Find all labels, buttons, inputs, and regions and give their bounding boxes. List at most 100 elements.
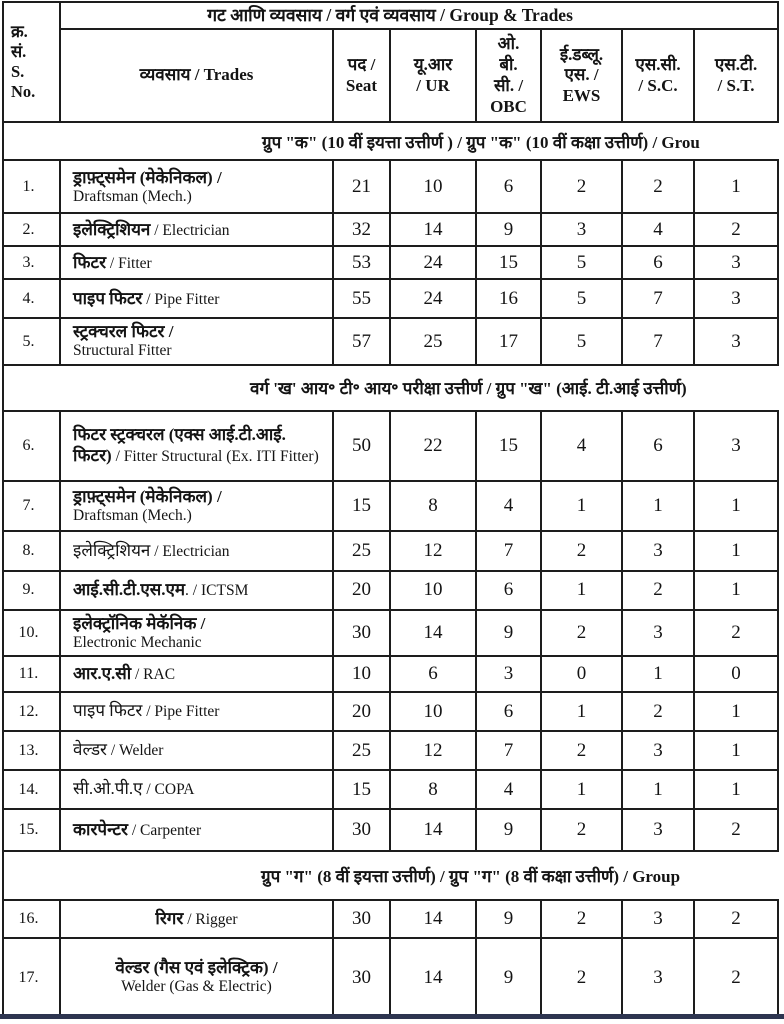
table-row: 13. वेल्डर / Welder 25 12 7 2 3 1 bbox=[2, 730, 780, 771]
seat-column-header: पद / Seat bbox=[332, 28, 391, 124]
trade-english: / Fitter bbox=[109, 254, 152, 272]
st-count: 1 bbox=[692, 569, 780, 611]
seat-count: 15 bbox=[332, 479, 391, 532]
ur-count: 14 bbox=[389, 608, 477, 658]
trade-name: कारपेन्टर / Carpenter bbox=[59, 808, 334, 852]
sc-count: 2 bbox=[621, 159, 695, 215]
ur-count: 24 bbox=[389, 245, 477, 281]
trade-hindi: फिटर स्ट्रक्चरल (एक्स आई.टी.आई. फिटर) bbox=[73, 425, 286, 465]
obc-column-header: ओ. बी. सी. / OBC bbox=[475, 28, 542, 124]
seat-count: 25 bbox=[332, 529, 391, 572]
serial-number: 8. bbox=[2, 529, 61, 572]
trade-name: वेल्डर / Welder bbox=[59, 730, 334, 771]
ur-count: 6 bbox=[389, 655, 477, 693]
seat-count: 30 bbox=[332, 937, 391, 1018]
trade-name: आर.ए.सी / RAC bbox=[59, 655, 334, 693]
obc-count: 9 bbox=[475, 937, 542, 1018]
trade-english: / COPA bbox=[146, 781, 195, 799]
ur-count: 10 bbox=[389, 691, 477, 732]
obc-count: 9 bbox=[475, 899, 542, 939]
table-row: 3. फिटर / Fitter 53 24 15 5 6 3 bbox=[2, 245, 780, 281]
trade-name: सी.ओ.पी.ए / COPA bbox=[59, 769, 334, 810]
trade-name: ड्राफ़्ट्समेन (मेकेनिकल) / Draftsman (Mec… bbox=[59, 159, 334, 215]
st-count: 1 bbox=[692, 769, 780, 810]
sc-count: 2 bbox=[621, 691, 695, 732]
serial-number: 14. bbox=[2, 769, 61, 810]
st-column-header: एस.टी. / S.T. bbox=[692, 28, 780, 124]
seat-count: 15 bbox=[332, 769, 391, 810]
trade-english: Draftsman (Mech.) bbox=[73, 187, 192, 205]
serial-number-header: क्र. सं. S. No. bbox=[2, 0, 61, 124]
trade-english: Electronic Mechanic bbox=[73, 633, 202, 651]
st-count: 2 bbox=[692, 608, 780, 658]
section-title-text: वर्ग 'ख' आय॰ टी॰ आय॰ परीक्षा उत्तीर्ण / … bbox=[250, 379, 687, 399]
ews-column-header: ई.डब्लू. एस. / EWS bbox=[540, 28, 623, 124]
sc-count: 7 bbox=[621, 278, 695, 320]
trade-name: वेल्डर (गैस एवं इलेक्ट्रिक) / Welder (Gas… bbox=[59, 937, 334, 1018]
table-row: 4. पाइप फिटर / Pipe Fitter 55 24 16 5 7 … bbox=[2, 278, 780, 320]
ews-count: 1 bbox=[540, 569, 623, 611]
trade-english: Welder (Gas & Electric) bbox=[121, 978, 272, 996]
seat-count: 10 bbox=[332, 655, 391, 693]
trade-english: / Rigger bbox=[187, 910, 238, 928]
trade-name: फिटर / Fitter bbox=[59, 245, 334, 281]
st-count: 2 bbox=[692, 899, 780, 939]
ews-count: 2 bbox=[540, 529, 623, 572]
trade-hindi: वेल्डर (गैस एवं इलेक्ट्रिक) / bbox=[115, 958, 278, 978]
seat-count: 32 bbox=[332, 212, 391, 248]
st-count: 0 bbox=[692, 655, 780, 693]
sc-count: 3 bbox=[621, 730, 695, 771]
serial-number: 11. bbox=[2, 655, 61, 693]
serial-number: 13. bbox=[2, 730, 61, 771]
ews-count: 3 bbox=[540, 212, 623, 248]
table-row: 14. सी.ओ.पी.ए / COPA 15 8 4 1 1 1 bbox=[2, 769, 780, 810]
ur-count: 12 bbox=[389, 730, 477, 771]
group-trades-header: गट आणि व्यवसाय / वर्ग एवं व्यवसाय / Grou… bbox=[58, 0, 780, 31]
trade-hindi: स्ट्रक्चरल फिटर / bbox=[73, 322, 174, 342]
seat-count: 20 bbox=[332, 691, 391, 732]
trade-name: इलेक्ट्रिशियन / Electrician bbox=[59, 212, 334, 248]
sc-count: 4 bbox=[621, 212, 695, 248]
table-row: 17. वेल्डर (गैस एवं इलेक्ट्रिक) / Welder … bbox=[2, 937, 780, 1018]
table-row: 2. इलेक्ट्रिशियन / Electrician 32 14 9 3… bbox=[2, 212, 780, 248]
trade-hindi: फिटर bbox=[73, 252, 107, 272]
ur-count: 14 bbox=[389, 899, 477, 939]
trade-hindi: ड्राफ़्ट्समेन (मेकेनिकल) / bbox=[73, 167, 222, 187]
trade-english: / Pipe Fitter bbox=[146, 290, 220, 308]
ur-count: 14 bbox=[389, 212, 477, 248]
trade-hindi: सी.ओ.पी.ए bbox=[73, 779, 143, 799]
serial-number: 7. bbox=[2, 479, 61, 532]
trade-hindi: कारपेन्टर bbox=[73, 819, 128, 839]
section-title-text: ग्रुप "क" (10 वीं इयत्ता उत्तीर्ण ) / ग्… bbox=[262, 132, 700, 152]
ur-count: 24 bbox=[389, 278, 477, 320]
obc-count: 3 bbox=[475, 655, 542, 693]
obc-count: 15 bbox=[475, 245, 542, 281]
sc-count: 3 bbox=[621, 937, 695, 1018]
table-row: 16. रिगर / Rigger 30 14 9 2 3 2 bbox=[2, 899, 780, 939]
trade-hindi: इलेक्ट्रिशियन bbox=[73, 540, 151, 560]
ur-count: 8 bbox=[389, 769, 477, 810]
section-title-text: ग्रुप "ग" (8 वीं इयत्ता उत्तीर्ण) / ग्रु… bbox=[261, 867, 681, 886]
table-row: 11. आर.ए.सी / RAC 10 6 3 0 1 0 bbox=[2, 655, 780, 693]
obc-count: 4 bbox=[475, 769, 542, 810]
seat-count: 57 bbox=[332, 317, 391, 366]
ews-count: 4 bbox=[540, 409, 623, 482]
serial-number: 1. bbox=[2, 159, 61, 215]
serial-number: 2. bbox=[2, 212, 61, 248]
trade-hindi: इलेक्ट्रॉनिक मेकॅनिक / bbox=[73, 613, 206, 633]
st-count: 2 bbox=[692, 212, 780, 248]
table-row: 12. पाइप फिटर / Pipe Fitter 20 10 6 1 2 … bbox=[2, 691, 780, 732]
sc-column-header: एस.सी. / S.C. bbox=[621, 28, 695, 124]
sc-count: 1 bbox=[621, 655, 695, 693]
seat-count: 53 bbox=[332, 245, 391, 281]
trade-name: पाइप फिटर / Pipe Fitter bbox=[59, 278, 334, 320]
trade-english: Draftsman (Mech.) bbox=[73, 506, 192, 524]
trade-name: रिगर / Rigger bbox=[59, 899, 334, 939]
trade-english: / Electrician bbox=[154, 542, 230, 560]
table-row: 6. फिटर स्ट्रक्चरल (एक्स आई.टी.आई. फिटर)… bbox=[2, 409, 780, 482]
sc-count: 6 bbox=[621, 409, 695, 482]
section-title: ग्रुप "ग" (8 वीं इयत्ता उत्तीर्ण) / ग्रु… bbox=[1, 850, 779, 901]
seat-count: 30 bbox=[332, 808, 391, 852]
ews-count: 5 bbox=[540, 317, 623, 366]
